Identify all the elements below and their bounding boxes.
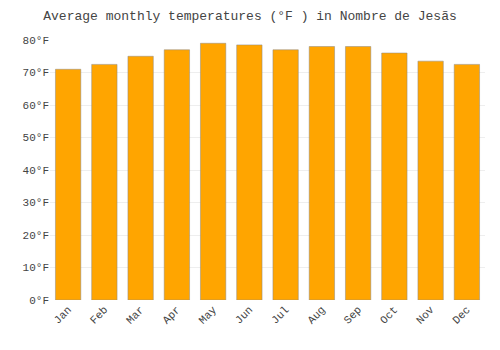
svg-text:20°F: 20°F: [23, 230, 49, 242]
svg-text:Oct: Oct: [378, 304, 400, 326]
svg-text:0°F: 0°F: [29, 295, 49, 307]
svg-text:Jan: Jan: [52, 304, 74, 326]
svg-text:Jul: Jul: [269, 304, 291, 326]
svg-text:Sep: Sep: [342, 304, 364, 326]
svg-text:40°F: 40°F: [23, 165, 49, 177]
svg-text:80°F: 80°F: [23, 35, 49, 47]
svg-text:Feb: Feb: [88, 304, 110, 326]
svg-text:50°F: 50°F: [23, 132, 49, 144]
svg-text:Dec: Dec: [450, 304, 472, 326]
svg-text:Apr: Apr: [160, 304, 182, 326]
svg-text:Nov: Nov: [414, 304, 437, 327]
svg-text:70°F: 70°F: [23, 67, 49, 79]
svg-text:Aug: Aug: [305, 304, 327, 326]
svg-text:10°F: 10°F: [23, 262, 49, 274]
svg-text:60°F: 60°F: [23, 100, 49, 112]
svg-text:May: May: [197, 304, 220, 327]
svg-text:30°F: 30°F: [23, 197, 49, 209]
svg-text:Jun: Jun: [233, 304, 255, 326]
svg-text:Mar: Mar: [124, 304, 146, 326]
svg-text:Average monthly temperatures (: Average monthly temperatures (°F ) in No…: [43, 9, 456, 24]
